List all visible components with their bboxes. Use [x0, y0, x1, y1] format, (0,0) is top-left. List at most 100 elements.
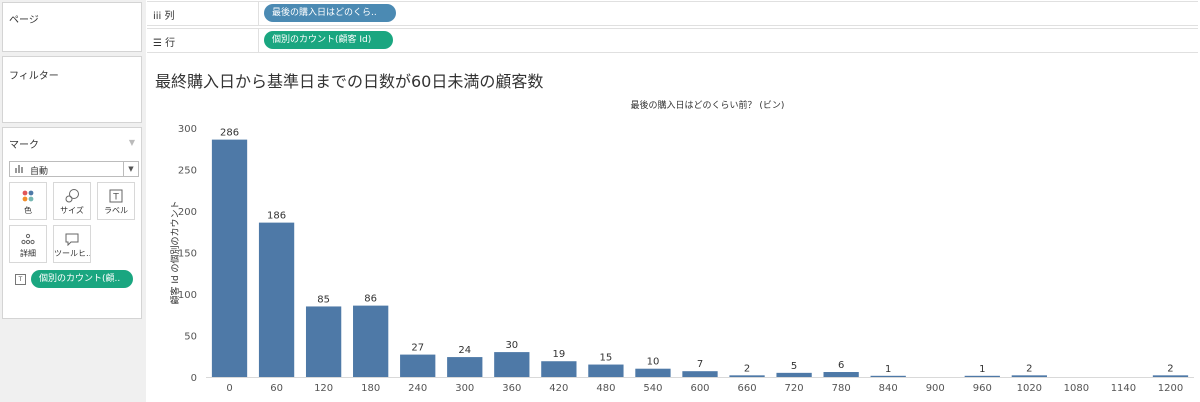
bar-data-label: 1: [979, 364, 985, 375]
columns-icon: iii: [153, 11, 162, 22]
bar[interactable]: [400, 354, 436, 377]
size-button[interactable]: サイズ: [53, 182, 91, 220]
bar-data-label: 5: [791, 361, 797, 372]
bar-data-label: 2: [744, 363, 750, 374]
bar[interactable]: [729, 375, 765, 377]
detail-button[interactable]: 詳細: [9, 225, 47, 263]
left-pane: ページ フィルター マーク ▼ 自動 ▼ 色 サイズ T: [0, 0, 146, 402]
bar[interactable]: [258, 222, 295, 377]
bar[interactable]: [211, 139, 248, 377]
bar[interactable]: [682, 371, 718, 377]
x-tick-label: 660: [738, 383, 757, 394]
bar-data-label: 2: [1026, 363, 1032, 374]
bar[interactable]: [870, 375, 906, 377]
rows-icon: ☰: [153, 38, 162, 49]
color-button[interactable]: 色: [9, 182, 47, 220]
x-tick-label: 0: [226, 383, 232, 394]
bar[interactable]: [1152, 375, 1189, 377]
label-icon: T: [98, 187, 134, 205]
label-button[interactable]: T ラベル: [97, 182, 135, 220]
bar-data-label: 86: [364, 294, 377, 305]
y-tick-label: 0: [191, 373, 197, 384]
columns-label: 列: [164, 11, 175, 22]
bar-data-label: 7: [697, 359, 703, 370]
x-tick-label: 1080: [1064, 383, 1089, 394]
y-tick-label: 250: [178, 166, 197, 177]
bar[interactable]: [776, 372, 812, 377]
bar[interactable]: [541, 361, 577, 377]
bar-data-label: 19: [552, 349, 565, 360]
x-tick-label: 540: [643, 383, 662, 394]
pages-card[interactable]: ページ: [2, 2, 142, 52]
color-dots-icon: [10, 187, 46, 205]
size-icon: [54, 187, 90, 205]
x-tick-label: 480: [596, 383, 615, 394]
detail-button-label: 詳細: [20, 249, 36, 258]
detail-icon: [10, 230, 46, 248]
bar[interactable]: [588, 364, 624, 377]
bar[interactable]: [635, 368, 671, 377]
tooltip-button[interactable]: ツールヒ…: [53, 225, 91, 263]
pages-card-title: ページ: [9, 15, 39, 26]
y-axis-title: 顧客 Id の個別のカウント: [169, 200, 181, 304]
shelf-divider: [258, 2, 259, 25]
x-tick-label: 240: [408, 383, 427, 394]
x-axis-title: 最後の購入日はどのくらい前？ (ビン): [630, 101, 785, 111]
x-tick-label: 960: [973, 383, 992, 394]
bar-data-label: 286: [220, 128, 239, 139]
bar[interactable]: [305, 306, 342, 377]
size-button-label: サイズ: [60, 206, 84, 215]
filters-card-title: フィルター: [9, 71, 59, 82]
x-tick-label: 300: [455, 383, 474, 394]
tooltip-button-label: ツールヒ…: [54, 249, 90, 258]
marks-label-pill[interactable]: 個別のカウント(顧..: [31, 270, 133, 288]
bar-data-label: 10: [647, 357, 660, 368]
x-tick-label: 420: [549, 383, 568, 394]
bar[interactable]: [964, 375, 1000, 377]
marks-collapse-icon[interactable]: ▼: [128, 138, 135, 147]
rows-pill[interactable]: 個別のカウント(顧客 Id): [264, 31, 393, 49]
tooltip-icon: [54, 230, 90, 248]
bar-data-label: 24: [458, 345, 471, 356]
color-button-label: 色: [24, 206, 32, 215]
columns-pill[interactable]: 最後の購入日はどのくら..: [264, 4, 396, 22]
x-tick-label: 60: [270, 383, 283, 394]
mark-type-dropdown[interactable]: 自動 ▼: [9, 161, 139, 177]
x-tick-label: 360: [502, 383, 521, 394]
bar-data-label: 27: [411, 343, 424, 354]
bar-chart-icon: [14, 163, 24, 175]
bar-data-label: 1: [885, 364, 891, 375]
columns-shelf: iii 列 最後の購入日はどのくら..: [147, 1, 1198, 26]
chevron-down-icon[interactable]: ▼: [123, 162, 138, 176]
x-tick-label: 900: [926, 383, 945, 394]
bar[interactable]: [823, 372, 859, 377]
x-tick-label: 1020: [1017, 383, 1042, 394]
bar-data-label: 85: [317, 294, 330, 305]
label-field-icon: T: [15, 274, 26, 285]
bar-data-label: 6: [838, 360, 844, 371]
y-tick-label: 100: [178, 290, 197, 301]
svg-text:T: T: [112, 193, 119, 203]
x-tick-label: 780: [832, 383, 851, 394]
marks-card: マーク ▼ 自動 ▼ 色 サイズ T ラベル: [2, 127, 142, 319]
x-tick-label: 180: [361, 383, 380, 394]
rows-label: 行: [165, 38, 176, 49]
bar[interactable]: [447, 357, 483, 377]
bar[interactable]: [494, 352, 530, 377]
x-tick-label: 720: [785, 383, 804, 394]
shelf-divider: [258, 29, 259, 52]
x-tick-label: 600: [690, 383, 709, 394]
bar-data-label: 2: [1167, 363, 1173, 374]
bar-data-label: 30: [505, 340, 518, 351]
x-tick-label: 1140: [1111, 383, 1136, 394]
sheet-title: 最終購入日から基準日までの日数が60日未満の顧客数: [155, 72, 544, 91]
rows-shelf: ☰ 行 個別のカウント(顧客 Id): [147, 28, 1198, 53]
bar[interactable]: [1011, 375, 1047, 377]
x-tick-label: 120: [314, 383, 333, 394]
filters-card[interactable]: フィルター: [2, 56, 142, 123]
bar-data-label: 186: [267, 211, 286, 222]
worksheet-view: 最終購入日から基準日までの日数が60日未満の顧客数 最後の購入日はどのくらい前？…: [147, 56, 1198, 402]
marks-card-title: マーク: [9, 140, 39, 151]
columns-shelf-label: iii 列: [153, 7, 175, 22]
bar[interactable]: [353, 305, 389, 377]
